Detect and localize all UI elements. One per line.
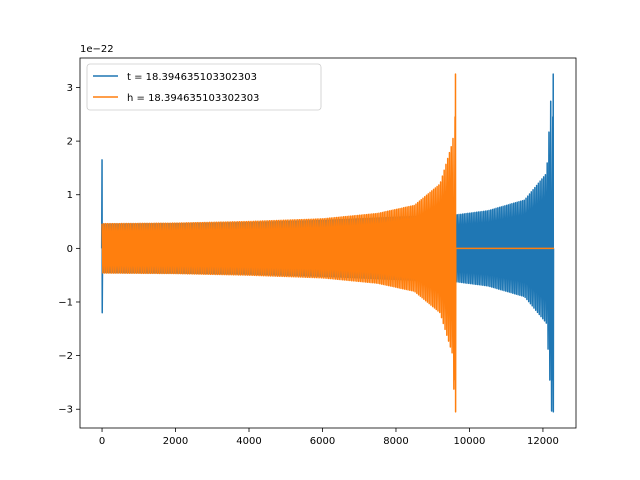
y-tick-label: 3 bbox=[67, 83, 73, 94]
y-tick-label: 0 bbox=[67, 244, 73, 255]
x-tick-label: 2000 bbox=[163, 436, 188, 447]
x-tick-label: 4000 bbox=[236, 436, 261, 447]
y-tick-label: −2 bbox=[58, 351, 73, 362]
y-tick-label: −3 bbox=[58, 405, 73, 416]
series-line-h bbox=[101, 73, 554, 413]
legend: t = 18.394635103302303 h = 18.3946351033… bbox=[86, 63, 322, 111]
series-layer bbox=[100, 73, 555, 413]
axes-frame bbox=[79, 57, 577, 429]
legend-label-t: t = 18.394635103302303 bbox=[127, 72, 257, 83]
x-tick-label: 10000 bbox=[454, 436, 486, 447]
legend-label-h: h = 18.394635103302303 bbox=[127, 93, 259, 104]
x-tick-label: 6000 bbox=[310, 436, 335, 447]
legend-box bbox=[86, 63, 322, 111]
y-offset-text: 1e−22 bbox=[80, 44, 114, 55]
y-tick-label: 2 bbox=[67, 137, 73, 148]
ticks-layer: 0 2000 4000 6000 8000 10000 12000 −3 −2 −1 0 1 2 3 bbox=[58, 83, 559, 447]
x-tick-label: 12000 bbox=[527, 436, 559, 447]
y-tick-label: 1 bbox=[67, 190, 73, 201]
x-tick-label: 0 bbox=[99, 436, 105, 447]
y-tick-label: −1 bbox=[58, 297, 73, 308]
x-tick-label: 8000 bbox=[383, 436, 408, 447]
